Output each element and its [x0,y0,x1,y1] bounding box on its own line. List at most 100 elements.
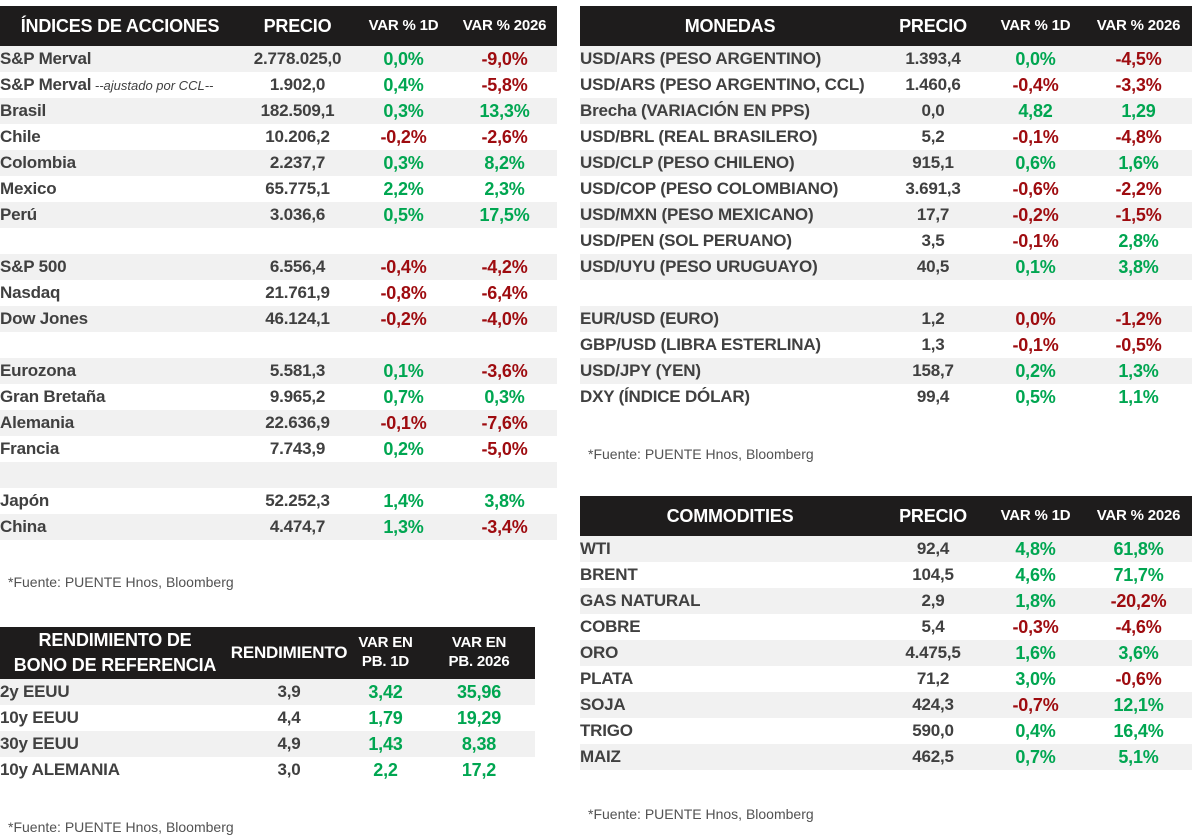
table-row: Brecha (VARIACIÓN EN PPS) 0,0 4,82 1,29 [580,98,1192,124]
price-cell: 2.778.025,0 [253,49,342,68]
var-1d-cell: -0,3% [1012,616,1059,637]
var-1d-cell: 0,0% [1015,48,1056,69]
row-label-text: Colombia [0,153,76,172]
row-label-text: WTI [580,539,611,558]
row-label: S&P Merval [0,46,240,72]
row-label: USD/MXN (PESO MEXICANO) [580,202,880,228]
var-1d-cell: 4,6% [1015,564,1056,585]
row-label-text: S&P 500 [0,257,67,276]
row-label-text: 10y ALEMANIA [0,760,120,779]
table-row: 30y EEUU 4,9 1,43 8,38 [0,731,535,757]
row-label-text: Nasdaq [0,283,61,302]
table-row: Dow Jones 46.124,1 -0,2% -4,0% [0,306,557,332]
col-header-var-2026: VAR % 2026 [1085,496,1192,536]
table-row: S&P Merval 2.778.025,0 0,0% -9,0% [0,46,557,72]
table-row: WTI 92,4 4,8% 61,8% [580,536,1192,562]
row-label: Perú [0,202,240,228]
right-column: MONEDAS PRECIO VAR % 1D VAR % 2026 USD/A… [580,6,1192,823]
table-row: EUR/USD (EURO) 1,2 0,0% -1,2% [580,306,1192,332]
var-2026-cell: -4,2% [481,256,528,277]
var-1d-cell: -0,2% [1012,204,1059,225]
row-label-text: S&P Merval [0,75,92,94]
var-1d-cell: -0,8% [380,282,427,303]
price-cell: 424,3 [912,695,954,714]
col-header-var-2026: VAR % 2026 [452,6,557,46]
row-label: USD/CLP (PESO CHILENO) [580,150,880,176]
var-2026-cell: 3,8% [484,490,525,511]
table-row: ORO 4.475,5 1,6% 3,6% [580,640,1192,666]
bond-yields-table: RENDIMIENTO DE BONO DE REFERENCIA RENDIM… [0,627,535,783]
var-2026-cell: 1,1% [1118,386,1159,407]
var-2026-cell: -0,6% [1115,668,1162,689]
row-label-text: COBRE [580,617,641,636]
col-header-var-1d: VAR % 1D [355,6,452,46]
var-1d-cell: 1,6% [1015,642,1056,663]
var-1d-cell: 1,79 [368,707,403,728]
var-1d-cell: 3,42 [368,681,403,702]
row-label: China [0,514,240,540]
var-1d-cell: 2,2 [373,759,398,780]
row-label: COBRE [580,614,880,640]
row-label-text: 2y EEUU [0,682,70,701]
table-row: Alemania 22.636,9 -0,1% -7,6% [0,410,557,436]
var-1d-cell: 1,43 [368,733,403,754]
var-1d-cell: -0,1% [380,412,427,433]
table-row: S&P Merval --ajustado por CCL-- 1.902,0 0,… [0,72,557,98]
var-2026-cell: -4,0% [481,308,528,329]
row-label-text: USD/COP (PESO COLOMBIANO) [580,179,839,198]
var-1d-cell: -0,4% [380,256,427,277]
source-note: *Fuente: PUENTE Hnos, Bloomberg [588,806,814,822]
var-2026-cell: 16,4% [1113,720,1164,741]
stock-indices-title: ÍNDICES DE ACCIONES [0,6,240,46]
row-label-text: BRENT [580,565,638,584]
table-row: Nasdaq 21.761,9 -0,8% -6,4% [0,280,557,306]
var-2026-cell: -4,6% [1115,616,1162,637]
currencies-title: MONEDAS [580,6,880,46]
spacer-row [0,228,557,254]
col-header-var-1d: VAR % 1D [986,6,1085,46]
var-1d-cell: -0,1% [1012,230,1059,251]
price-cell: 158,7 [912,361,954,380]
row-label-text: Chile [0,127,41,146]
col-header-var-2026: VAR % 2026 [1085,6,1192,46]
price-cell: 5,4 [921,617,945,636]
row-label-text: Japón [0,491,50,510]
table-row: 2y EEUU 3,9 3,42 35,96 [0,679,535,705]
currencies-table: MONEDAS PRECIO VAR % 1D VAR % 2026 USD/A… [580,6,1192,410]
var-1d-cell: -0,4% [1012,74,1059,95]
commodities-title: COMMODITIES [580,496,880,536]
price-cell: 1.460,6 [905,75,961,94]
row-label-text: USD/JPY (YEN) [580,361,701,380]
table-row: GAS NATURAL 2,9 1,8% -20,2% [580,588,1192,614]
var-2026-cell: -5,8% [481,74,528,95]
row-label: Chile [0,124,240,150]
var-1d-cell: 1,4% [383,490,424,511]
var-2026-cell: 17,5% [479,204,530,225]
col-header-precio: PRECIO [880,6,986,46]
var-2026-cell: 5,1% [1118,746,1159,767]
var-1d-cell: -0,2% [380,308,427,329]
row-label-text: GAS NATURAL [580,591,701,610]
table-row: MAIZ 462,5 0,7% 5,1% [580,744,1192,770]
var-1d-cell: 0,5% [1015,386,1056,407]
var-2026-cell: 3,8% [1118,256,1159,277]
var-1d-cell: 0,3% [383,152,424,173]
row-label-text: Brasil [0,101,47,120]
row-label: Alemania [0,410,240,436]
table-row: China 4.474,7 1,3% -3,4% [0,514,557,540]
row-label-text: EUR/USD (EURO) [580,309,719,328]
table-row: COBRE 5,4 -0,3% -4,6% [580,614,1192,640]
row-label-text: Dow Jones [0,309,88,328]
row-label: USD/UYU (PESO URUGUAYO) [580,254,880,280]
var-1d-cell: 0,3% [383,100,424,121]
row-label-text: PLATA [580,669,634,688]
row-label-text: Francia [0,439,60,458]
var-1d-cell: 0,0% [383,48,424,69]
price-cell: 590,0 [912,721,954,740]
row-label: USD/PEN (SOL PERUANO) [580,228,880,254]
var-2026-cell: 19,29 [456,707,502,728]
var-1d-cell: 1,3% [383,516,424,537]
row-label-text: 10y EEUU [0,708,79,727]
var-1d-cell: 0,1% [383,360,424,381]
var-2026-cell: -7,6% [481,412,528,433]
